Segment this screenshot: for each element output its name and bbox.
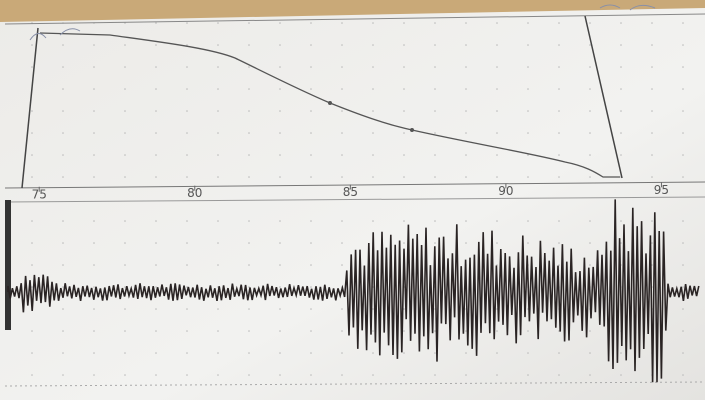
photo: 75 80 85 90 95 bbox=[0, 0, 705, 400]
x-tick-label: 75 bbox=[32, 187, 47, 201]
x-tick-label: 80 bbox=[187, 186, 202, 200]
x-tick-label: 85 bbox=[343, 185, 358, 199]
trace-marker bbox=[410, 128, 414, 132]
top-grid bbox=[5, 22, 705, 187]
left-edge-mark bbox=[5, 200, 11, 330]
page: 7580859095 (() => { const data = JSON.pa… bbox=[0, 0, 705, 400]
trace-marker bbox=[328, 101, 332, 105]
x-tick-label: 95 bbox=[654, 183, 669, 197]
x-tick-label: 90 bbox=[498, 184, 513, 198]
